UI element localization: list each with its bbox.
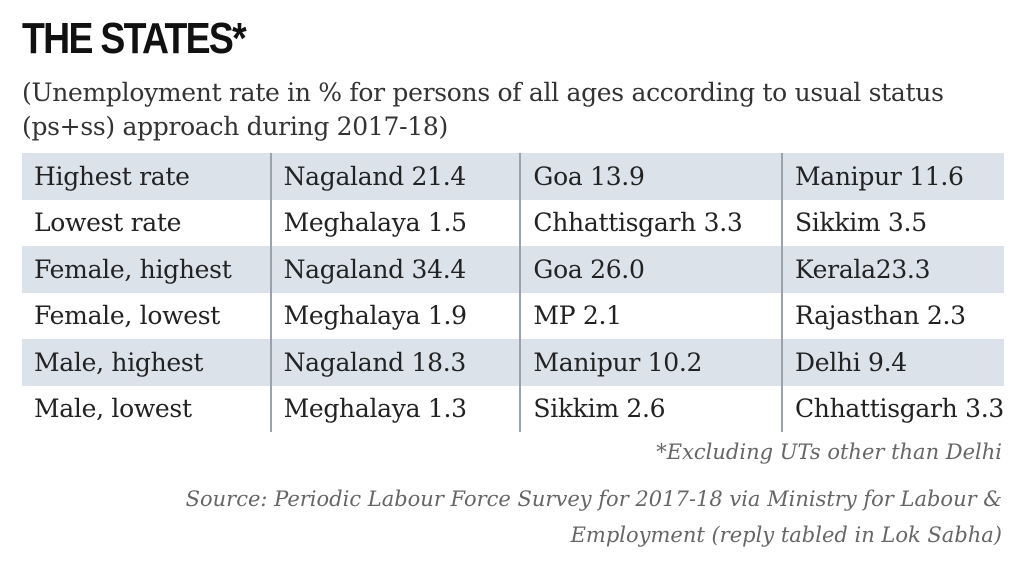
cell: Nagaland 34.4 <box>269 246 521 293</box>
cell: Rajasthan 2.3 <box>780 292 1004 339</box>
cell: Sikkim 3.5 <box>780 199 1004 246</box>
cell: Kerala23.3 <box>780 246 1004 293</box>
cell: Meghalaya 1.5 <box>269 199 521 246</box>
cell: Nagaland 18.3 <box>269 339 521 386</box>
row-label: Lowest rate <box>34 208 182 238</box>
cell: Meghalaya 1.9 <box>269 292 521 339</box>
source-line: Employment (reply tabled in Lok Sabha) <box>570 523 1002 547</box>
cell: Manipur 10.2 <box>519 339 782 386</box>
cell: Nagaland 21.4 <box>269 153 521 200</box>
cell: Meghalaya 1.3 <box>269 385 521 432</box>
table-row: Lowest rate Meghalaya 1.5 Chhattisgarh 3.3… <box>22 199 1004 246</box>
table-row: Female, highest Nagaland 34.4 Goa 26.0 Kera… <box>22 246 1004 293</box>
cell: Chhattisgarh 3.3 <box>519 199 782 246</box>
cell: Manipur 11.6 <box>780 153 1004 200</box>
table-row: Male, highest Nagaland 18.3 Manipur 10.2 De… <box>22 339 1004 386</box>
table-row: Female, lowest Meghalaya 1.9 MP 2.1 Rajasth… <box>22 292 1004 339</box>
row-label: Male, lowest <box>34 394 192 424</box>
cell: Goa 26.0 <box>519 246 782 293</box>
row-label: Female, highest <box>22 246 271 293</box>
cell: Goa 13.9 <box>519 153 782 200</box>
cell: MP 2.1 <box>519 292 782 339</box>
subtitle-line: (ps+ss) approach during 2017-18) <box>22 112 448 141</box>
cell: Delhi 9.4 <box>780 339 1004 386</box>
row-label: Female, lowest <box>34 301 220 331</box>
table-row: Highest rate Nagaland 21.4 Goa 13.9 Manipur… <box>22 153 1004 200</box>
table-body: Highest rate Nagaland 21.4 Goa 13.9 Manipur… <box>22 153 1004 432</box>
data-table: Highest rate Nagaland 21.4 Goa 13.9 Manipur… <box>22 153 1004 432</box>
subtitle-line: (Unemployment rate in % for persons of a… <box>22 78 944 107</box>
row-label: Highest rate <box>22 153 271 200</box>
cell: Sikkim 2.6 <box>519 385 782 432</box>
footnote: *Excluding UTs other than Delhi <box>656 440 1002 464</box>
source-line: Source: Periodic Labour Force Survey for… <box>185 487 1002 511</box>
row-label: Male, highest <box>22 339 271 386</box>
table-row: Male, lowest Meghalaya 1.3 Sikkim 2.6 Chhat… <box>22 385 1004 432</box>
cell: Chhattisgarh 3.3 <box>780 385 1004 432</box>
title: THE STATES* <box>22 14 247 63</box>
